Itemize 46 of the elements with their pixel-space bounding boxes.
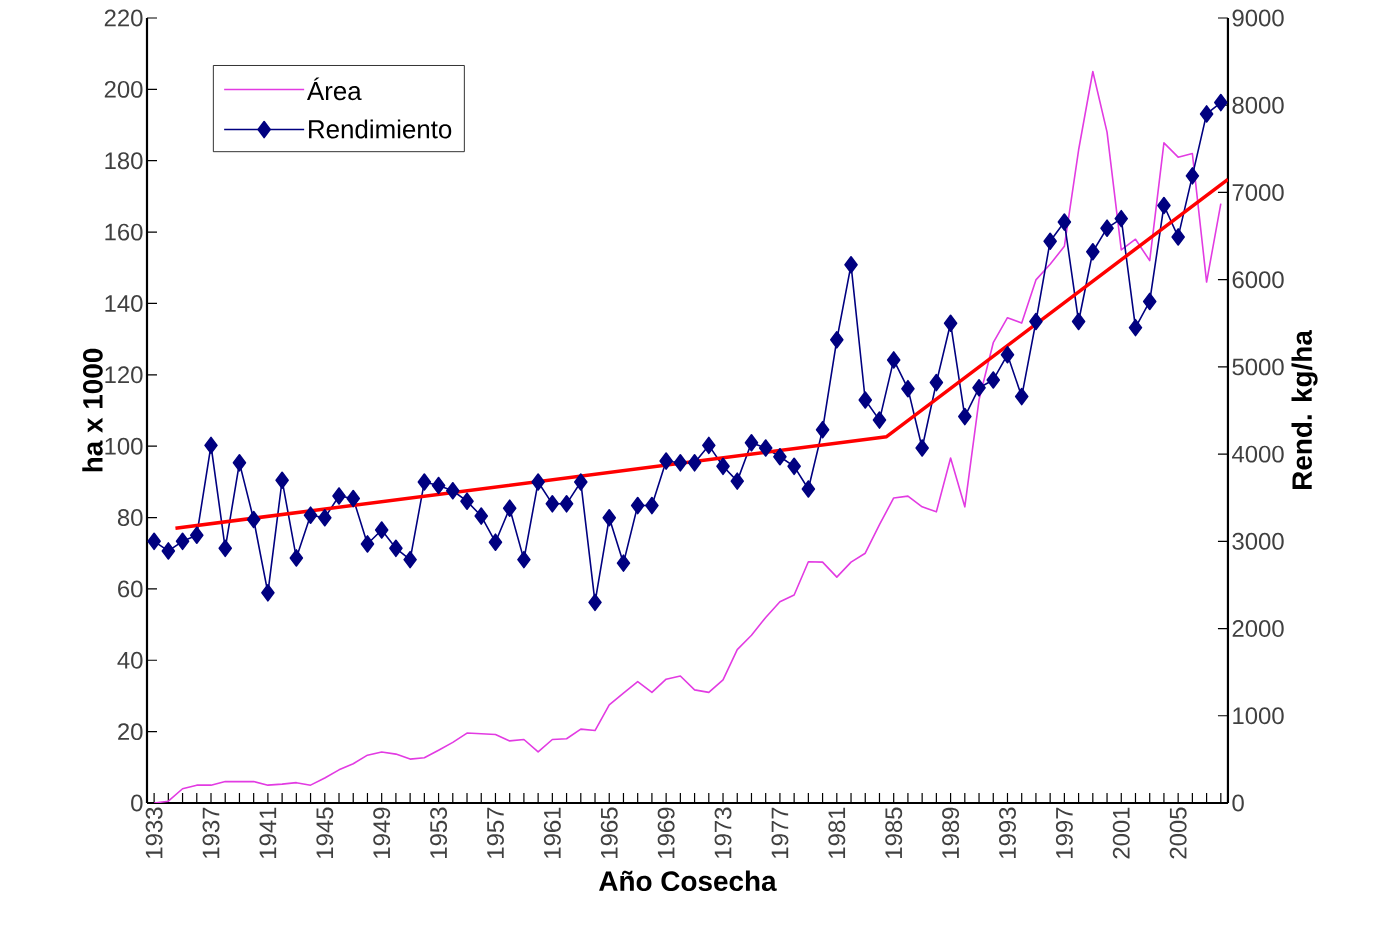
y2-tick-label: 5000 — [1232, 358, 1284, 376]
y2-tick-label: 7000 — [1232, 183, 1284, 201]
y-tick-label: 20 — [118, 723, 143, 741]
x-tick-label: 1993 — [999, 807, 1016, 858]
x-tick-label: 1989 — [942, 807, 960, 858]
y-tick-label: 80 — [117, 509, 143, 527]
y2-axis-title: Rend. kg/ha — [1291, 329, 1318, 489]
y2-tick-label: 0 — [1232, 794, 1244, 812]
x-tick-label: 2001 — [1112, 807, 1130, 859]
x-tick-label: 1969 — [657, 807, 675, 858]
y-tick-label: 180 — [105, 152, 143, 170]
y2-tick-label: 6000 — [1232, 271, 1284, 289]
y2-tick-label: 9000 — [1232, 9, 1284, 27]
x-tick-label: 1981 — [828, 807, 846, 858]
x-tick-label: 1957 — [487, 807, 504, 858]
legend-label: Área — [306, 77, 362, 101]
x-tick-label: 1977 — [771, 807, 789, 858]
y-tick-label: 60 — [118, 580, 143, 598]
x-tick-label: 1965 — [600, 807, 618, 858]
x-tick-label: 1973 — [714, 807, 732, 858]
x-tick-label: 1961 — [543, 807, 561, 858]
x-tick-label: 2005 — [1169, 807, 1187, 859]
y-tick-label: 220 — [104, 9, 143, 27]
x-tick-label: 1985 — [885, 807, 903, 858]
x-tick-label: 1933 — [145, 807, 163, 858]
y-tick-label: 0 — [131, 794, 143, 812]
y-tick-label: 140 — [105, 294, 143, 312]
x-tick-label: 1941 — [259, 807, 277, 858]
x-axis-title: Año Cosecha — [599, 870, 777, 892]
y-tick-label: 100 — [105, 437, 143, 455]
y2-tick-label: 2000 — [1232, 620, 1284, 638]
x-tick-label: 1997 — [1055, 807, 1073, 858]
y-tick-label: 120 — [105, 366, 143, 384]
x-tick-label: 1953 — [430, 807, 448, 858]
y2-tick-label: 4000 — [1232, 445, 1284, 463]
y2-tick-label: 1000 — [1233, 707, 1284, 725]
y2-tick-label: 8000 — [1232, 96, 1284, 114]
x-tick-label: 1945 — [316, 807, 334, 858]
x-tick-label: 1949 — [373, 807, 391, 858]
x-tick-label: 1937 — [202, 807, 220, 858]
y-axis-title: ha x 1000 — [82, 348, 103, 472]
y-tick-label: 200 — [104, 80, 143, 98]
y-tick-label: 40 — [117, 651, 143, 669]
legend-label: Rendimiento — [309, 119, 452, 139]
y-tick-label: 160 — [105, 223, 143, 241]
y2-tick-label: 3000 — [1232, 532, 1284, 550]
